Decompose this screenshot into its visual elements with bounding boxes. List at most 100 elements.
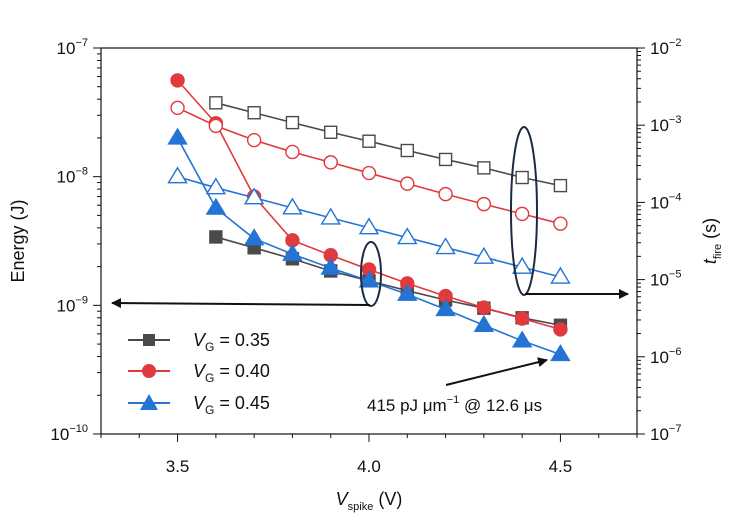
- svg-text:VG = 0.45: VG = 0.45: [193, 393, 270, 417]
- x-axis-label-main: V: [336, 489, 350, 509]
- legend-marker-square: [143, 334, 155, 346]
- data-point-triangle: [550, 266, 571, 284]
- y-tick-label: 10−10: [50, 423, 88, 444]
- data-point-square: [247, 106, 261, 120]
- y2-tick-label: 10−4: [650, 191, 681, 212]
- y2-axis-label-main: t: [700, 258, 720, 264]
- x-tick-label: 4.0: [357, 457, 381, 476]
- series-3: [209, 96, 568, 193]
- y2-tick-label: 10−5: [650, 269, 681, 290]
- y-tick-label: 10−7: [57, 37, 88, 58]
- data-point-triangle: [397, 227, 418, 245]
- y2-tick-labels: 10−2 10−3 10−4 10−5 10−6 10−7: [650, 37, 681, 444]
- series-line: [176, 79, 561, 331]
- annotation-exp: −1: [447, 394, 460, 406]
- series-5: [167, 166, 571, 284]
- series-line: [215, 236, 561, 327]
- data-point-circle: [361, 165, 377, 181]
- y2-axis-label: tfire (s): [700, 218, 724, 264]
- data-point-square: [553, 178, 568, 193]
- y2-axis-label-unit: (s): [700, 218, 720, 239]
- data-point-triangle: [550, 344, 571, 362]
- arrow-to-energy-axis: [111, 298, 371, 309]
- legend-item-vg-040: VG = 0.40: [128, 361, 270, 385]
- data-point-triangle: [205, 177, 227, 195]
- data-point-square: [477, 161, 491, 175]
- y2-axis-label-sub: fire: [712, 244, 724, 259]
- series-line: [215, 102, 561, 187]
- annotation-text: 415 pJ μm−1 @ 12.6 μs: [367, 394, 542, 415]
- annotation-arrow: [445, 357, 548, 386]
- x-tick-label: 4.5: [549, 457, 573, 476]
- x-axis-label: Vspike (V): [336, 489, 403, 513]
- data-point-triangle: [205, 197, 227, 215]
- x-axis-label-sub: spike: [348, 501, 374, 513]
- data-point-triangle: [167, 127, 188, 145]
- axis-ticks: [93, 47, 645, 442]
- data-point-triangle: [511, 330, 533, 348]
- data-point-circle: [553, 216, 568, 231]
- data-point-square: [400, 143, 414, 158]
- legend-marker-triangle: [140, 394, 158, 410]
- data-point-square: [515, 170, 529, 185]
- data-point-triangle: [282, 243, 303, 261]
- data-point-circle: [476, 300, 492, 315]
- svg-text:tfire (s): tfire (s): [700, 218, 724, 264]
- data-point-square: [362, 134, 376, 148]
- data-point-circle: [323, 155, 338, 170]
- data-point-circle: [514, 206, 530, 222]
- series-4: [170, 100, 568, 231]
- energy-highlight-ellipse: [360, 241, 382, 307]
- legend-marker-circle: [142, 364, 156, 378]
- y2-tick-label: 10−6: [650, 346, 681, 367]
- series-layer: [167, 73, 571, 362]
- data-point-triangle: [435, 237, 456, 255]
- legend-item-vg-045: VG = 0.45: [128, 393, 270, 417]
- data-point-triangle: [167, 166, 188, 184]
- data-point-triangle: [243, 228, 265, 246]
- y2-tick-label: 10−2: [650, 37, 681, 58]
- series-line: [177, 107, 561, 225]
- series-2: [167, 127, 571, 362]
- data-point-triangle: [435, 299, 456, 317]
- data-point-circle: [476, 196, 492, 212]
- y2-tick-label: 10−7: [650, 423, 681, 444]
- x-axis-label-unit: (V): [378, 489, 402, 509]
- annotation-tail: @ 12.6 μs: [464, 396, 542, 415]
- data-point-triangle: [473, 246, 495, 264]
- data-point-circle: [170, 100, 185, 116]
- data-point-circle: [246, 132, 262, 148]
- data-point-circle: [553, 322, 568, 337]
- data-point-square: [285, 115, 300, 130]
- y-tick-label: 10−9: [57, 294, 88, 315]
- data-point-square: [209, 230, 223, 244]
- y-axis-label: Energy (J): [8, 199, 28, 282]
- x-tick-label: 3.5: [166, 457, 190, 476]
- data-point-triangle: [358, 217, 380, 235]
- y-tick-label: 10−8: [57, 166, 88, 187]
- data-point-triangle: [282, 197, 303, 215]
- svg-text:VG = 0.40: VG = 0.40: [193, 361, 270, 385]
- data-point-triangle: [320, 257, 341, 275]
- data-point-circle: [438, 186, 453, 202]
- tfire-highlight-ellipse: [510, 126, 538, 296]
- svg-text:VG = 0.35: VG = 0.35: [193, 330, 270, 354]
- data-point-circle: [285, 144, 300, 160]
- data-point-triangle: [397, 283, 418, 301]
- data-point-triangle: [473, 314, 495, 332]
- data-point-circle: [514, 311, 530, 326]
- data-point-triangle: [320, 207, 341, 225]
- y2-tick-label: 10−3: [650, 114, 681, 135]
- legend-item-vg-035: VG = 0.35: [128, 330, 270, 354]
- data-point-square: [438, 152, 453, 167]
- series-1: [170, 73, 568, 337]
- y-tick-labels: 10−7 10−8 10−9 10−10: [50, 37, 88, 444]
- data-point-circle: [208, 118, 224, 134]
- data-point-triangle: [358, 270, 380, 288]
- data-point-square: [324, 125, 338, 139]
- data-point-circle: [170, 73, 185, 88]
- data-point-triangle: [511, 256, 533, 274]
- x-tick-labels: 3.5 4.0 4.5: [166, 457, 572, 476]
- legend: VG = 0.35 VG = 0.40 VG = 0.45: [128, 330, 270, 417]
